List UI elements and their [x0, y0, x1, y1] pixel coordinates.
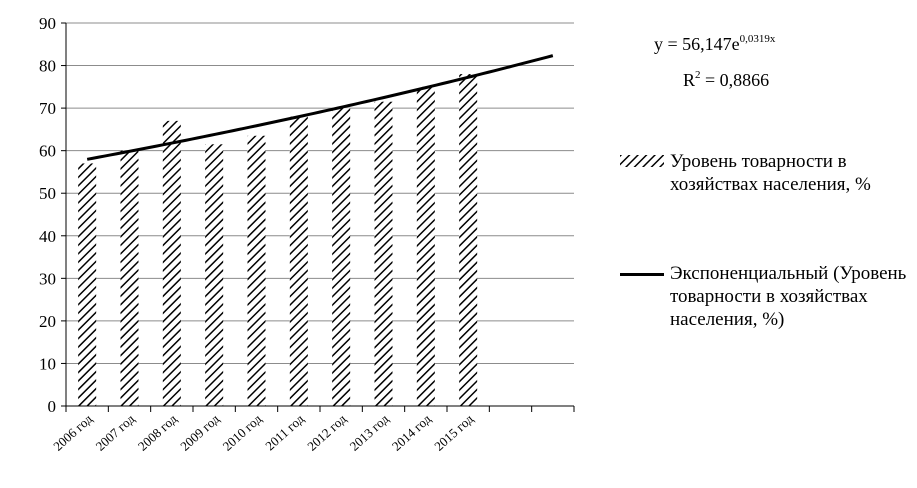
x-tick-label: 2011 год [262, 411, 307, 454]
y-tick-label: 80 [39, 57, 56, 76]
r-squared-sup: 2 [695, 69, 701, 81]
r-squared-value: = 0,8866 [700, 70, 770, 90]
x-tick-label: 2008 год [135, 411, 180, 454]
axes [61, 22, 575, 412]
bar [78, 163, 97, 406]
bar [416, 86, 435, 406]
y-tick-labels: 0 10 20 30 40 50 60 70 80 90 [39, 14, 56, 416]
bar [247, 135, 266, 406]
bar [459, 74, 478, 407]
x-tick-label: 2006 год [50, 411, 95, 454]
trendline-path [86, 54, 554, 161]
y-tick-label: 30 [39, 269, 56, 288]
x-tick-label: 2012 год [304, 411, 349, 454]
line-swatch-icon [620, 273, 664, 276]
x-tick-label: 2014 год [389, 411, 434, 454]
bar [374, 101, 393, 406]
gridlines [66, 22, 574, 364]
bar [162, 120, 181, 406]
equation-text: y = 56,147e [654, 34, 740, 54]
x-tick-label: 2015 год [431, 411, 476, 454]
equation-exponent: 0,0319x [739, 33, 776, 45]
bar [205, 144, 224, 407]
y-tick-label: 40 [39, 227, 56, 246]
trendline [86, 54, 554, 161]
y-tick-label: 10 [39, 354, 56, 373]
y-tick-label: 60 [39, 142, 56, 161]
x-tick-label: 2013 год [347, 411, 392, 454]
bar [332, 108, 351, 406]
x-tick-label: 2010 год [220, 411, 265, 454]
bar [289, 116, 308, 406]
r-squared-label: R [683, 70, 696, 90]
y-tick-label: 70 [39, 99, 56, 118]
legend-label-trend: Экспоненциальный (Уровень товарности в х… [670, 263, 907, 330]
bar [120, 150, 139, 406]
y-tick-label: 20 [39, 312, 56, 331]
x-tick-label: 2009 год [177, 411, 222, 454]
x-tick-label: 2007 год [93, 411, 138, 454]
hatch-swatch-icon [620, 155, 664, 167]
y-tick-label: 50 [39, 184, 56, 203]
y-tick-label: 0 [48, 397, 57, 416]
bar-series [78, 74, 478, 407]
r-squared: R2 = 0,8866 [683, 69, 770, 91]
trendline-equation: y = 56,147e0,0319x [654, 33, 776, 55]
y-tick-label: 90 [39, 14, 56, 33]
legend-label-bars: Уровень товарности в хозяйствах населени… [670, 151, 871, 195]
